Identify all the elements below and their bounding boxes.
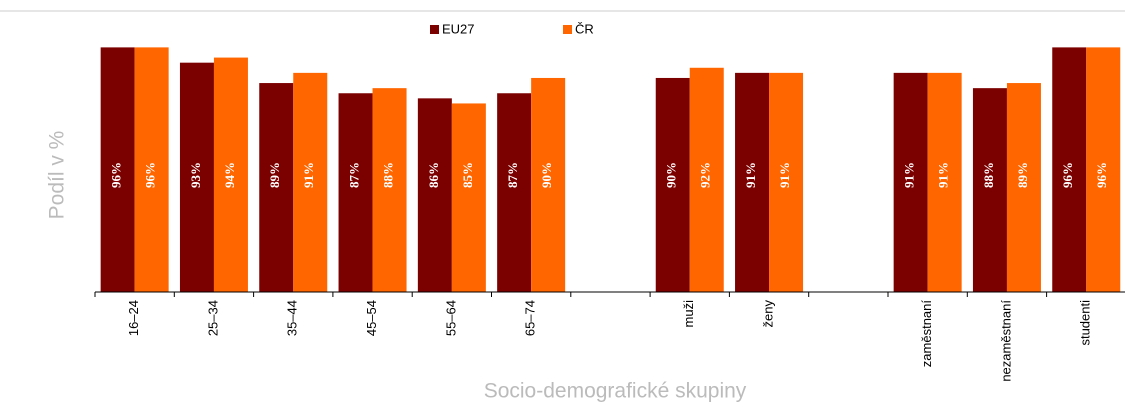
data-label: 86% <box>426 162 441 188</box>
bar <box>1052 47 1087 293</box>
bar <box>972 88 1007 293</box>
data-label: 96% <box>109 162 124 188</box>
bar <box>213 57 248 293</box>
data-label: 88% <box>981 162 996 188</box>
bar <box>1086 47 1121 293</box>
legend-label: ČR <box>575 21 594 36</box>
data-label: 91% <box>777 162 792 188</box>
data-label: 85% <box>460 162 475 188</box>
data-label: 88% <box>381 162 396 188</box>
data-label: 89% <box>267 162 282 188</box>
data-label: 92% <box>698 162 713 188</box>
data-label: 87% <box>505 162 520 188</box>
bar <box>497 93 532 292</box>
data-label: 89% <box>1015 162 1030 188</box>
bar <box>179 62 214 292</box>
x-tick-label: 35–44 <box>285 300 300 336</box>
legend-label: EU27 <box>442 21 475 36</box>
bar <box>451 103 486 292</box>
data-label: 94% <box>222 162 237 188</box>
data-label: 91% <box>902 162 917 188</box>
bar <box>689 67 724 293</box>
y-axis-label: Podíl v % <box>46 131 69 220</box>
data-label: 90% <box>664 162 679 188</box>
data-label: 87% <box>347 162 362 188</box>
bar <box>769 72 804 292</box>
data-label: 96% <box>143 162 158 188</box>
bar <box>531 77 566 292</box>
x-tick-label: 25–34 <box>205 300 220 336</box>
x-tick-label: nezaměstnaní <box>998 300 1013 382</box>
x-tick-label: ženy <box>760 300 775 328</box>
bar <box>735 72 770 292</box>
data-label: 96% <box>1094 162 1109 188</box>
bar <box>655 77 690 292</box>
x-tick-label: studenti <box>1078 300 1093 346</box>
data-label: 90% <box>539 162 554 188</box>
x-tick-label: 55–64 <box>443 300 458 336</box>
legend-swatch <box>430 25 439 34</box>
x-tick-label: muži <box>681 300 696 328</box>
x-tick-label: 45–54 <box>364 300 379 336</box>
legend-swatch <box>563 25 572 34</box>
data-label: 93% <box>188 162 203 188</box>
bar <box>1006 83 1041 292</box>
bar <box>338 93 373 292</box>
x-tick-label: zaměstnaní <box>919 300 934 368</box>
bar <box>100 47 135 293</box>
data-label: 91% <box>743 162 758 188</box>
data-label: 91% <box>301 162 316 188</box>
bar <box>134 47 169 293</box>
bar <box>893 72 928 292</box>
bar <box>417 98 452 292</box>
data-label: 91% <box>936 162 951 188</box>
data-label: 96% <box>1060 162 1075 188</box>
bar <box>927 72 962 292</box>
x-tick-label: 16–24 <box>126 300 141 336</box>
x-tick-label: 65–74 <box>523 300 538 336</box>
bar <box>372 88 407 293</box>
x-axis-label: Socio-demografické skupiny <box>484 380 747 403</box>
bar <box>293 72 328 292</box>
bar <box>259 83 294 292</box>
